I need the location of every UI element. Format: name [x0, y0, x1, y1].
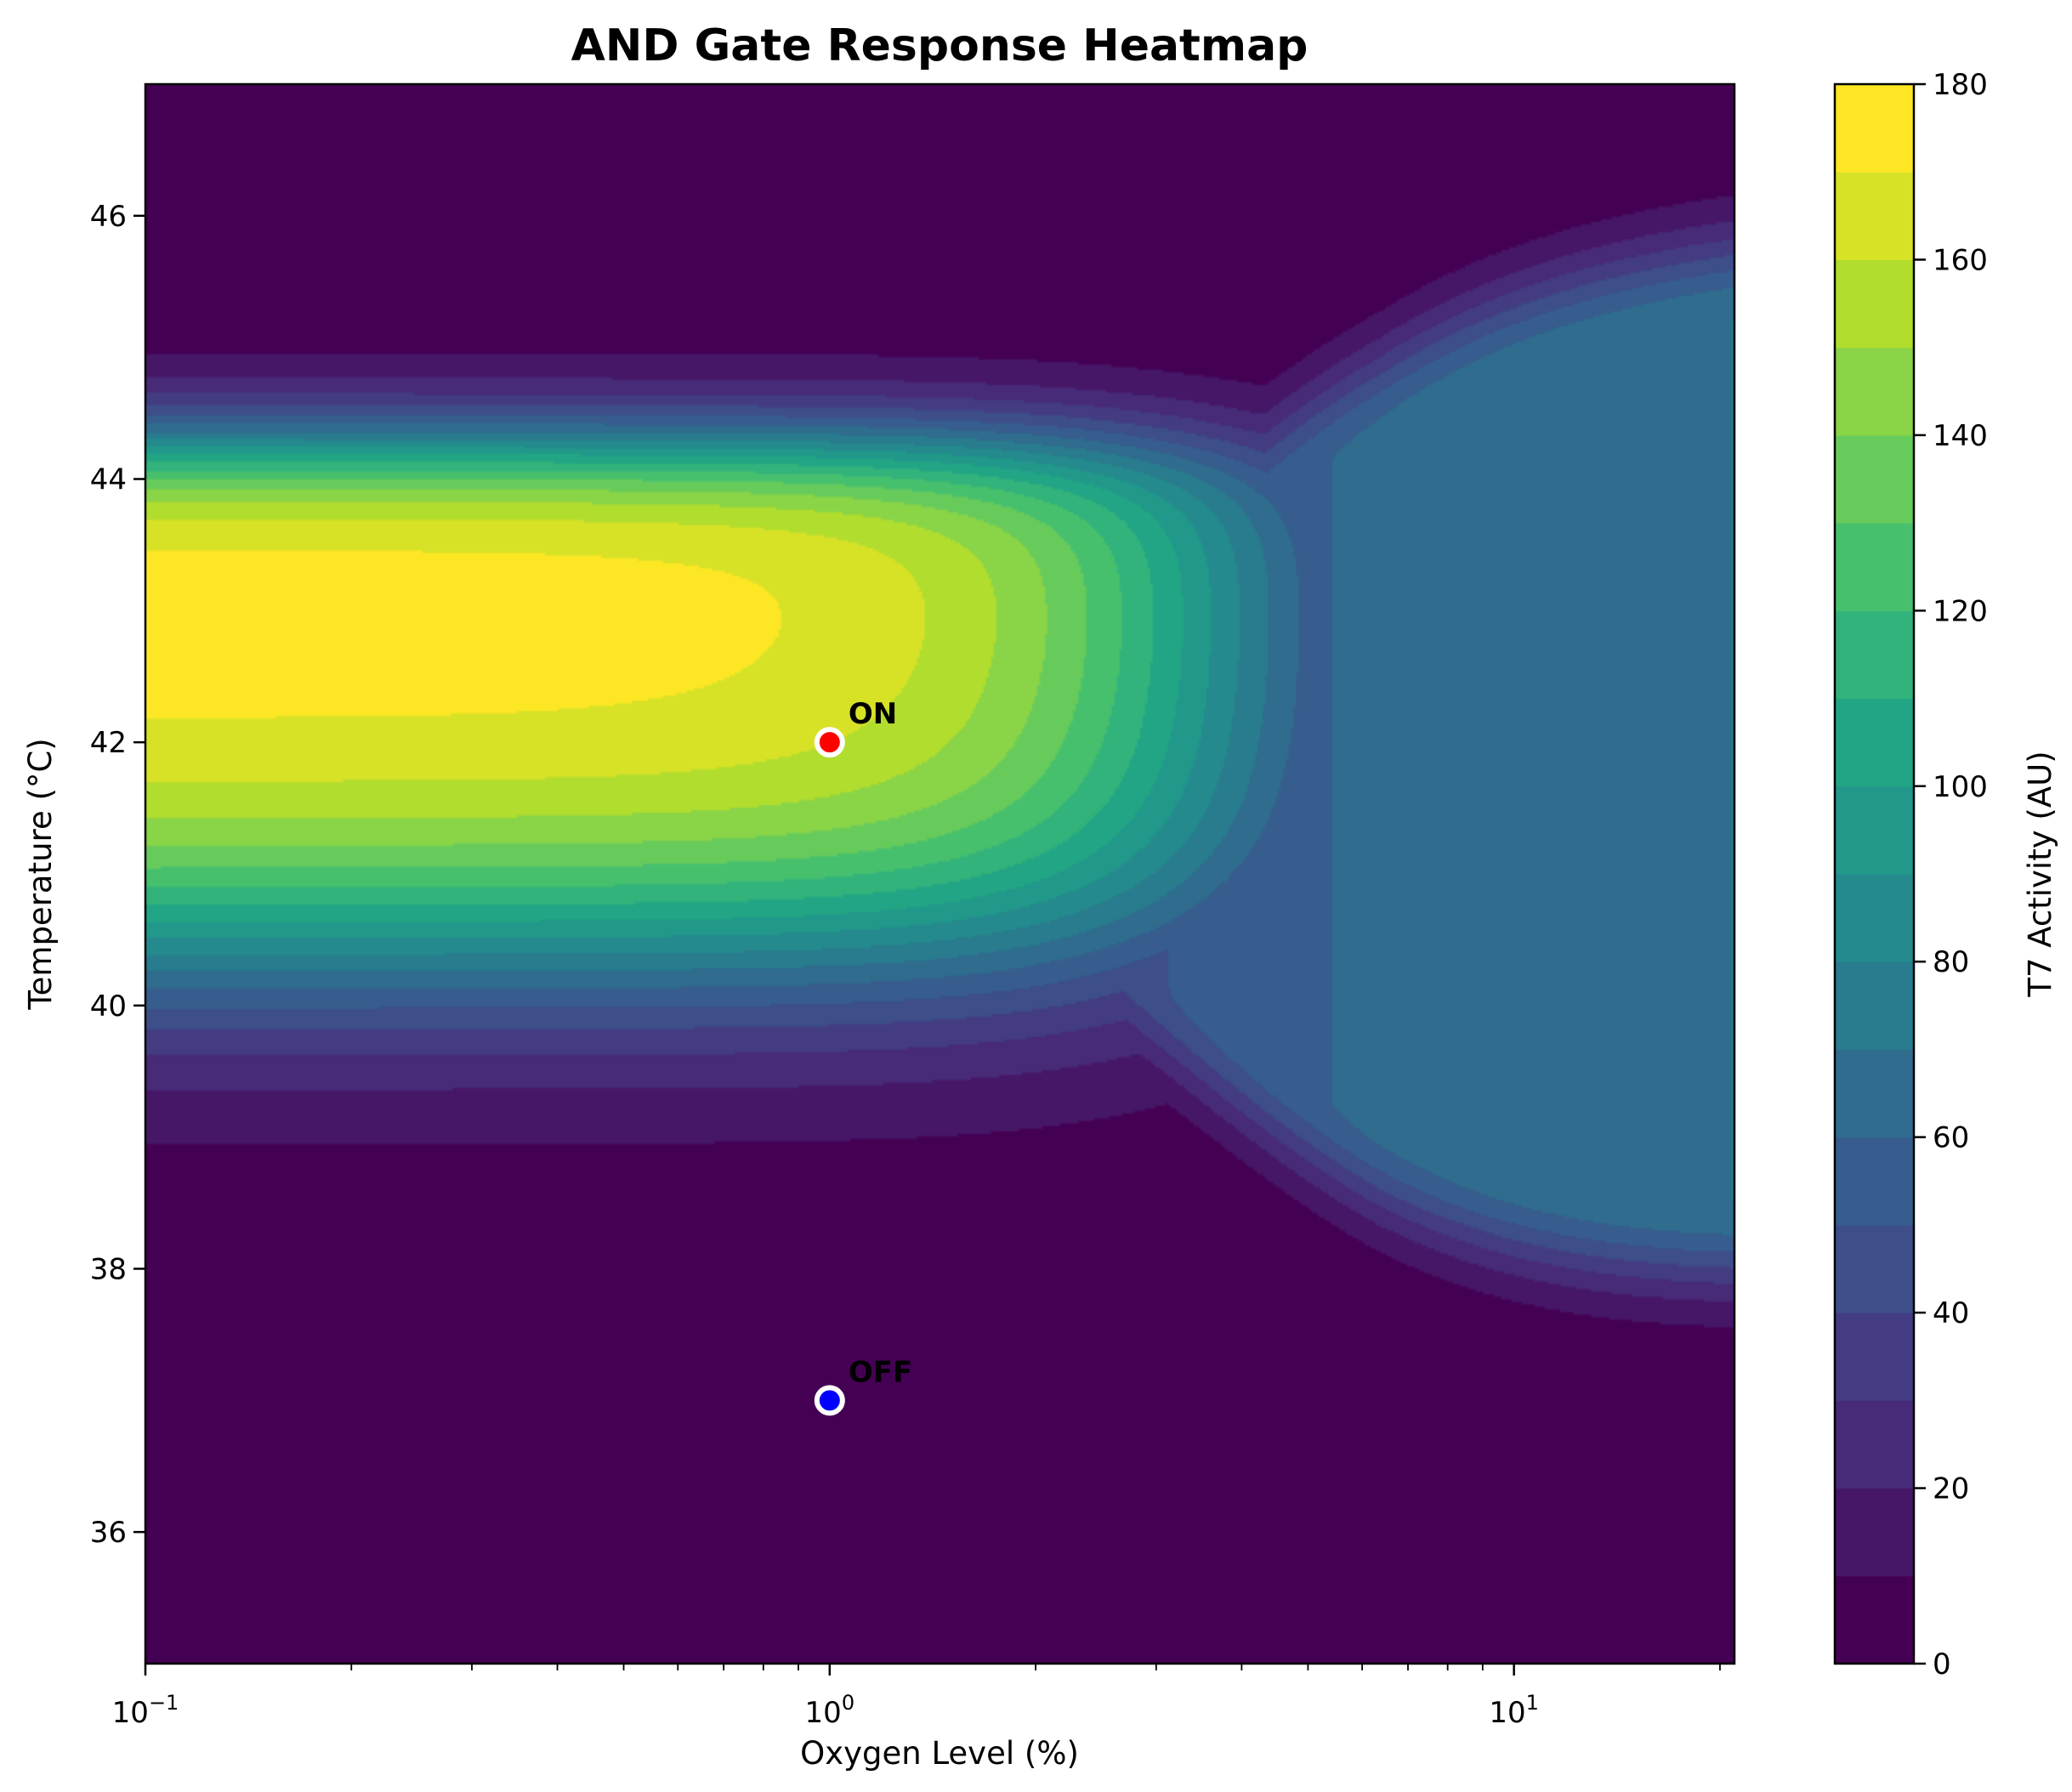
marker-off: [814, 1385, 845, 1416]
colorbar-tick-label: 100: [1933, 770, 1988, 804]
x-tick-label: 100: [805, 1691, 855, 1730]
y-tick-label: 40: [90, 990, 127, 1024]
colorbar-frame: [1833, 82, 1916, 1665]
colorbar-band: [1835, 610, 1914, 700]
colorbar-tick-label: 40: [1933, 1296, 1969, 1330]
annotation-off: OFF: [849, 1355, 912, 1389]
annotation-layer: ON OFF: [814, 697, 912, 1416]
colorbar-tick-label: 120: [1933, 594, 1988, 628]
x-axis-label: Oxygen Level (%): [800, 1735, 1079, 1772]
y-tick-label: 44: [90, 463, 127, 497]
colorbar-band: [1835, 1488, 1914, 1577]
plot-area: ON OFF: [144, 82, 1736, 1665]
y-tick-label: 38: [90, 1253, 127, 1287]
colorbar-bands: [1835, 84, 1914, 1664]
heatmap-surface: [145, 84, 1734, 1664]
colorbar-band: [1835, 434, 1914, 524]
colorbar-band: [1835, 698, 1914, 787]
colorbar-band: [1835, 523, 1914, 611]
colorbar-band: [1835, 785, 1914, 875]
colorbar-band: [1835, 172, 1914, 261]
colorbar-band: [1835, 347, 1914, 436]
colorbar-tick-label: 80: [1933, 945, 1969, 979]
plot-frame: [144, 82, 1736, 1665]
colorbar-band: [1835, 84, 1914, 173]
colorbar-tick-label: 60: [1933, 1121, 1969, 1155]
colorbar-tick-label: 140: [1933, 419, 1988, 453]
x-tick-label: 101: [1489, 1691, 1539, 1730]
x-axis: 10−1 100 101: [112, 1664, 1721, 1730]
y-tick-label: 36: [90, 1516, 127, 1550]
colorbar-band: [1835, 1575, 1914, 1664]
colorbar-tick-label: 180: [1933, 68, 1988, 102]
y-axis: 36 38 40 42 44 46: [90, 200, 145, 1550]
marker-on: [814, 727, 845, 758]
colorbar: 0 20 40 60 80 100 120 140 160 180 T7 Activity (AU…: [1833, 68, 2058, 1681]
y-tick-label: 46: [90, 200, 127, 234]
colorbar-tick-label: 20: [1933, 1472, 1969, 1506]
colorbar-band: [1835, 259, 1914, 349]
chart-title: AND Gate Response Heatmap: [571, 20, 1308, 71]
colorbar-ticks: 0 20 40 60 80 100 120 140 160 180: [1914, 68, 1988, 1681]
colorbar-band: [1835, 1224, 1914, 1313]
colorbar-band: [1835, 961, 1914, 1051]
colorbar-band: [1835, 1137, 1914, 1226]
colorbar-band: [1835, 1313, 1914, 1401]
annotation-on: ON: [849, 697, 897, 731]
colorbar-tick-label: 0: [1933, 1647, 1951, 1681]
colorbar-tick-label: 160: [1933, 243, 1988, 277]
colorbar-band: [1835, 1400, 1914, 1489]
y-axis-label: Temperature (°C): [22, 738, 59, 1010]
colorbar-label: T7 Activity (AU): [2022, 751, 2058, 997]
y-tick-label: 42: [90, 726, 127, 760]
colorbar-band: [1835, 874, 1914, 962]
x-tick-label: 10−1: [112, 1691, 179, 1730]
colorbar-band: [1835, 1049, 1914, 1138]
